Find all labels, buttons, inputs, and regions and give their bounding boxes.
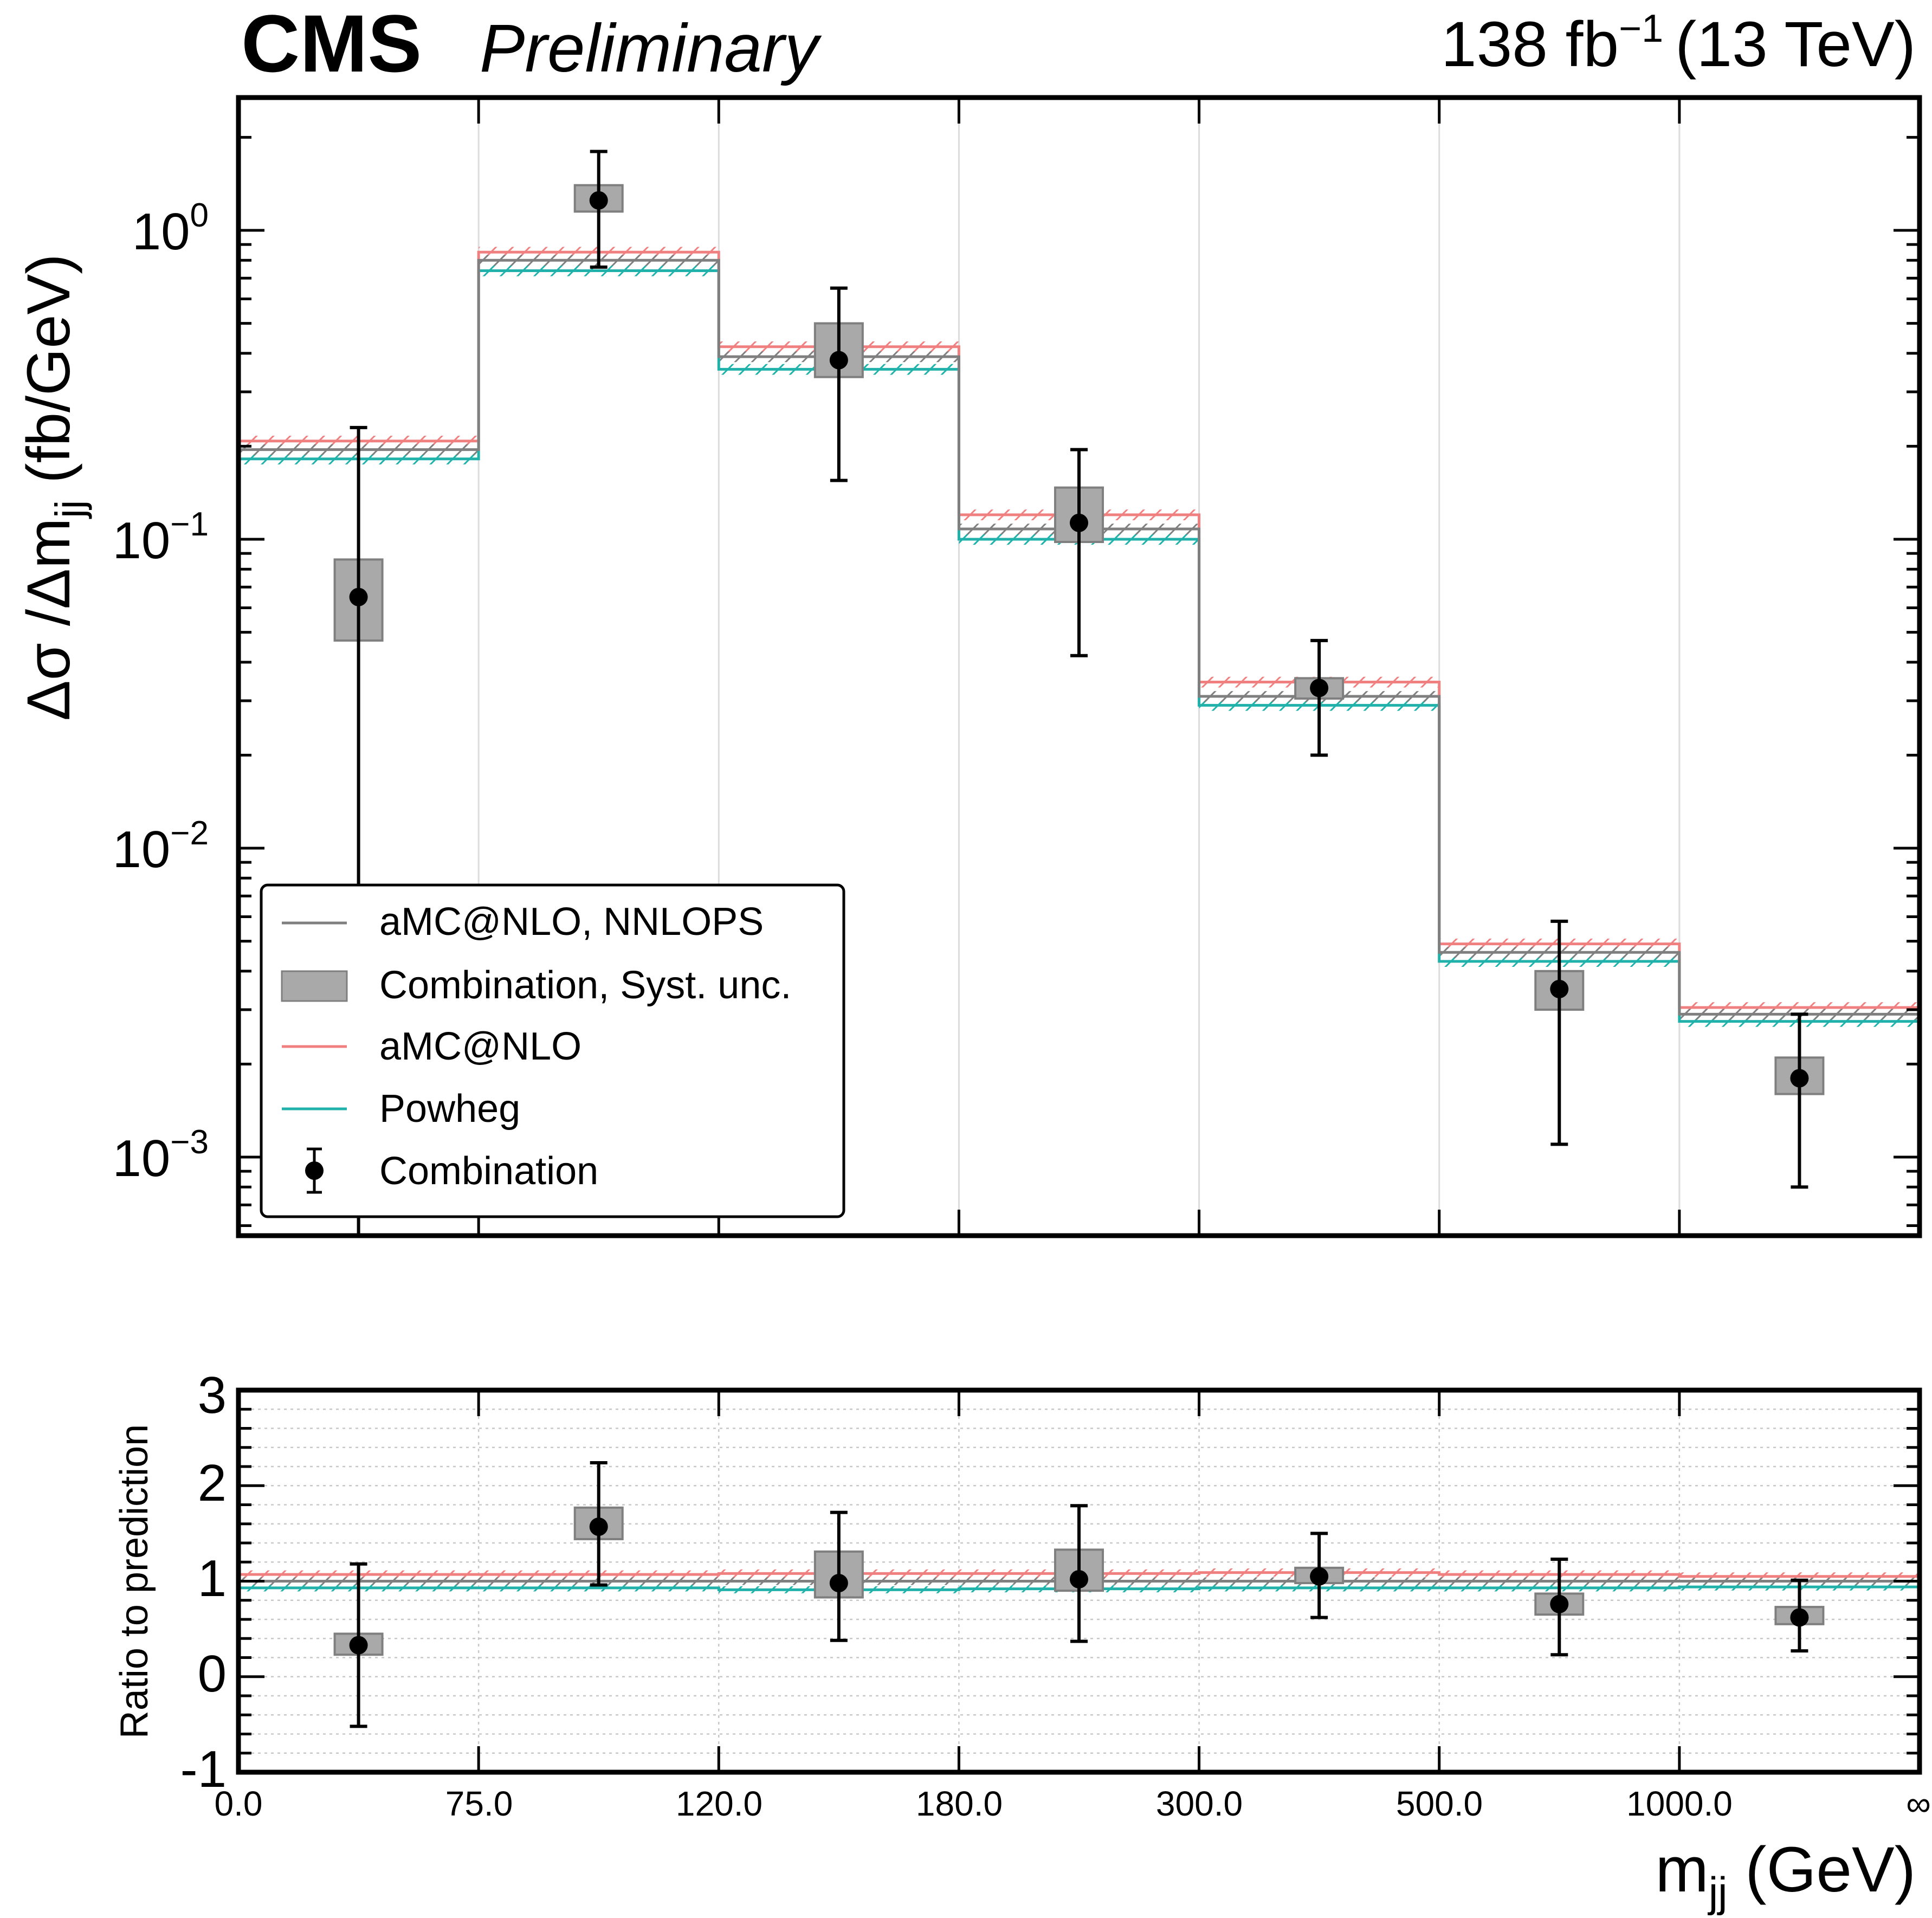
ratio-marker-2: [829, 1574, 848, 1593]
legend-item-syst: Combination, Syst. unc.: [281, 964, 791, 1007]
ratio-ytick-label-0: 0: [198, 1645, 227, 1703]
legend-label-combination: Combination: [379, 1149, 598, 1193]
main-ylabel: Δσ /Δmjj (fb/GeV): [15, 254, 92, 721]
main-marker-2: [829, 351, 848, 370]
ratio-ylabel: Ratio to prediction: [113, 1424, 156, 1739]
main-panel: 100 10−1 10−2 10−3 Δσ /Δmjj (fb/GeV): [15, 95, 1922, 1238]
legend-frame: [260, 883, 845, 1218]
xtick-label-inf: ∞: [1906, 1784, 1931, 1823]
xtick-labels: 0.0 75.0 120.0 180.0 300.0 500.0 1000.0 …: [215, 1784, 1931, 1823]
main-marker-3: [1070, 513, 1088, 532]
ratio-step-amcnlo: [238, 1571, 1920, 1578]
legend-label-amcnlo: aMC@NLO: [379, 1025, 581, 1068]
legend-swatch-syst: [281, 970, 348, 1002]
xaxis-label: mjj (GeV): [1656, 1834, 1916, 1916]
lumi-value: 138 fb: [1441, 9, 1619, 80]
lumi-label: 138 fb−1 (13 TeV): [1441, 7, 1916, 80]
main-marker-6: [1790, 1069, 1809, 1088]
xtick-label-500: 500.0: [1396, 1784, 1483, 1823]
ytick-label-1e0: 100: [132, 197, 209, 261]
ytick-label-1e-2: 10−2: [113, 815, 209, 879]
ratio-ytick-labels: 3 2 1 0 -1: [180, 1366, 227, 1798]
legend-label-syst: Combination, Syst. unc.: [379, 964, 791, 1007]
ytick-label-1e-1: 10−1: [113, 506, 209, 570]
energy-label: (13 TeV): [1675, 9, 1916, 80]
ratio-marker-3: [1070, 1570, 1088, 1588]
legend-item-powheg: Powheg: [282, 1087, 520, 1131]
ratio-frame: [236, 1387, 1922, 1775]
main-marker-4: [1310, 679, 1329, 698]
xtick-label-75: 75.0: [445, 1784, 513, 1823]
ratio-ytick-label-2: 2: [198, 1454, 227, 1512]
ratio-ytick-label-3: 3: [198, 1366, 227, 1424]
legend-item-amcnlo: aMC@NLO: [282, 1025, 581, 1068]
legend-item-combination: Combination: [305, 1147, 598, 1194]
legend-label-powheg: Powheg: [379, 1087, 520, 1131]
main-marker-5: [1550, 979, 1569, 998]
main-marker-1: [589, 191, 608, 210]
ratio-ytick-label-minus1: -1: [180, 1740, 227, 1798]
ratio-ytick-label-1: 1: [198, 1549, 227, 1607]
main-frame: [236, 95, 1922, 1238]
legend-item-nnlops: aMC@NLO, NNLOPS: [282, 900, 764, 944]
status-label: Preliminary: [480, 11, 822, 86]
xtick-label-300: 300.0: [1156, 1784, 1243, 1823]
ratio-plot-content: [238, 1461, 1920, 1728]
ratio-panel: 3 2 1 0 -1 Ratio to prediction: [113, 1366, 1922, 1798]
ytick-label-1e-3: 10−3: [113, 1123, 209, 1187]
xtick-label-120: 120.0: [676, 1784, 763, 1823]
legend-label-nnlops: aMC@NLO, NNLOPS: [379, 900, 764, 944]
ratio-marker-1: [589, 1517, 608, 1536]
xtick-label-180: 180.0: [916, 1784, 1003, 1823]
main-ytick-labels: 100 10−1 10−2 10−3: [113, 197, 209, 1187]
ratio-marker-4: [1310, 1567, 1329, 1586]
legend-swatch-combination-marker: [305, 1161, 324, 1180]
ratio-marker-0: [349, 1636, 368, 1655]
main-plot-content: [238, 150, 1920, 1236]
ratio-marker-5: [1550, 1594, 1569, 1613]
xtick-label-1000: 1000.0: [1626, 1784, 1733, 1823]
main-marker-0: [349, 587, 368, 606]
xtick-label-0: 0.0: [215, 1784, 263, 1823]
experiment-label: CMS: [241, 0, 422, 89]
ratio-marker-6: [1790, 1608, 1809, 1627]
lumi-exponent: −1: [1619, 7, 1663, 50]
legend: aMC@NLO, NNLOPS Combination, Syst. unc. …: [260, 883, 845, 1218]
